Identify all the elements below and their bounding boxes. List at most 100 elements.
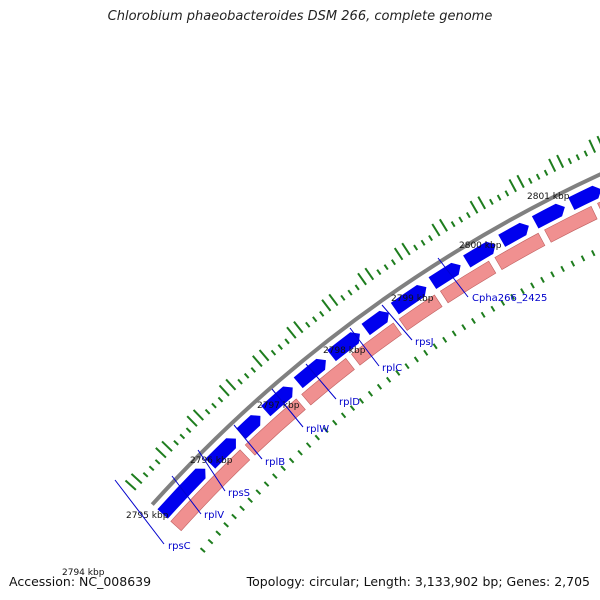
gc-tick xyxy=(124,479,137,491)
minor-tick xyxy=(470,317,476,325)
gc-tick xyxy=(438,218,448,232)
minor-tick xyxy=(451,330,457,337)
gene-leader-line xyxy=(171,475,202,515)
gc-tick xyxy=(237,378,243,385)
gene-leader-line xyxy=(271,388,304,428)
minor-tick xyxy=(540,276,545,283)
gc-tick xyxy=(286,326,297,339)
gc-tick xyxy=(390,259,396,266)
gc-tick xyxy=(548,158,557,172)
minor-tick xyxy=(255,489,262,495)
reverse-gene xyxy=(170,449,251,532)
minor-tick xyxy=(367,390,374,397)
gc-tick xyxy=(305,321,311,328)
gc-tick xyxy=(319,310,325,317)
kbp-label: 2799 kbp xyxy=(391,294,434,304)
gene-label-rplw: rplW xyxy=(306,424,329,435)
minor-tick xyxy=(520,288,525,295)
gc-tick xyxy=(496,194,502,201)
reverse-gene xyxy=(494,232,546,271)
minor-tick xyxy=(423,349,429,356)
forward-gene xyxy=(327,332,360,362)
minor-tick xyxy=(461,324,467,331)
forward-gene xyxy=(261,386,293,417)
gc-tick xyxy=(218,384,230,397)
reverse-gene xyxy=(244,398,306,456)
minor-tick xyxy=(580,255,586,262)
gene-leader-line xyxy=(197,449,226,492)
minor-tick xyxy=(239,505,245,512)
kbp-label: 2796 kbp xyxy=(190,456,233,466)
forward-gene xyxy=(428,262,461,290)
minor-tick xyxy=(500,299,506,306)
gc-tick xyxy=(575,154,581,161)
gene-label-layer: rpsC rplV rpsS rplB rplW rplD rplC rpsJ Cpha266_… xyxy=(114,257,547,552)
gene-leader-line xyxy=(381,304,413,341)
minor-tick xyxy=(349,405,356,412)
minor-tick xyxy=(199,547,206,553)
gene-leader-line xyxy=(437,257,469,298)
gene-label-rpld: rplD xyxy=(339,397,360,408)
gc-tick xyxy=(321,299,332,312)
gc-tick xyxy=(186,415,198,427)
minor-tick xyxy=(413,356,419,363)
minor-tick xyxy=(395,369,401,376)
gc-tick xyxy=(450,221,456,228)
minor-tick xyxy=(480,311,486,318)
gc-tick xyxy=(528,177,533,184)
forward-gene xyxy=(531,203,565,229)
gc-tick xyxy=(277,344,283,350)
gc-tick xyxy=(431,223,441,237)
gc-tick xyxy=(354,284,360,291)
genome-summary: Topology: circular; Length: 3,133,902 bp… xyxy=(246,574,590,589)
minor-tick xyxy=(432,343,438,350)
minor-tick xyxy=(591,250,596,257)
minor-tick xyxy=(247,497,253,503)
gc-tick xyxy=(401,242,411,256)
gc-tick xyxy=(508,178,517,193)
gc-tick xyxy=(328,293,339,307)
forward-strand-track xyxy=(157,185,600,519)
gc-tick xyxy=(420,239,426,246)
minor-tick xyxy=(323,427,329,433)
gc-tick xyxy=(270,349,277,356)
minor-tick xyxy=(570,260,576,267)
forward-gene xyxy=(293,358,326,389)
kbp-label: 2795 kbp xyxy=(126,511,169,521)
kbp-label: 2797 kbp xyxy=(257,401,300,411)
gc-tick xyxy=(489,198,494,205)
gc-tick xyxy=(458,216,464,223)
forward-gene xyxy=(463,241,496,268)
gc-tick xyxy=(225,378,237,391)
kbp-label: 2798 kbp xyxy=(323,346,366,356)
gc-tick xyxy=(252,355,263,368)
reverse-gene xyxy=(544,205,598,243)
gc-tick xyxy=(583,150,589,157)
gene-label-rpss: rpsS xyxy=(228,488,250,499)
forward-gene xyxy=(236,415,261,439)
gene-label-cpha266_2425: Cpha266_2425 xyxy=(472,293,547,304)
gene-label-rpsj: rpsJ xyxy=(415,337,434,348)
reverse-strand-track xyxy=(170,201,600,532)
gc-tick xyxy=(383,264,389,271)
gc-tick xyxy=(393,247,404,261)
gc-tick xyxy=(130,473,143,485)
gene-leader-line xyxy=(233,424,263,460)
minor-tick xyxy=(231,513,237,520)
minor-tick xyxy=(314,434,321,441)
gc-tick xyxy=(217,396,224,403)
minor-tick xyxy=(215,530,222,536)
gc-tick xyxy=(258,349,270,362)
gene-label-rplc: rplC xyxy=(382,363,402,374)
gc-tick xyxy=(357,272,367,286)
gc-tick xyxy=(211,402,217,409)
gc-tick xyxy=(596,135,600,145)
minor-tick xyxy=(358,397,365,404)
gc-tick xyxy=(204,408,211,415)
kbp-label: 2801 kbp xyxy=(527,192,570,202)
forward-gene xyxy=(498,222,529,247)
gene-label-rplv: rplV xyxy=(204,510,224,521)
gc-tick xyxy=(161,440,173,452)
